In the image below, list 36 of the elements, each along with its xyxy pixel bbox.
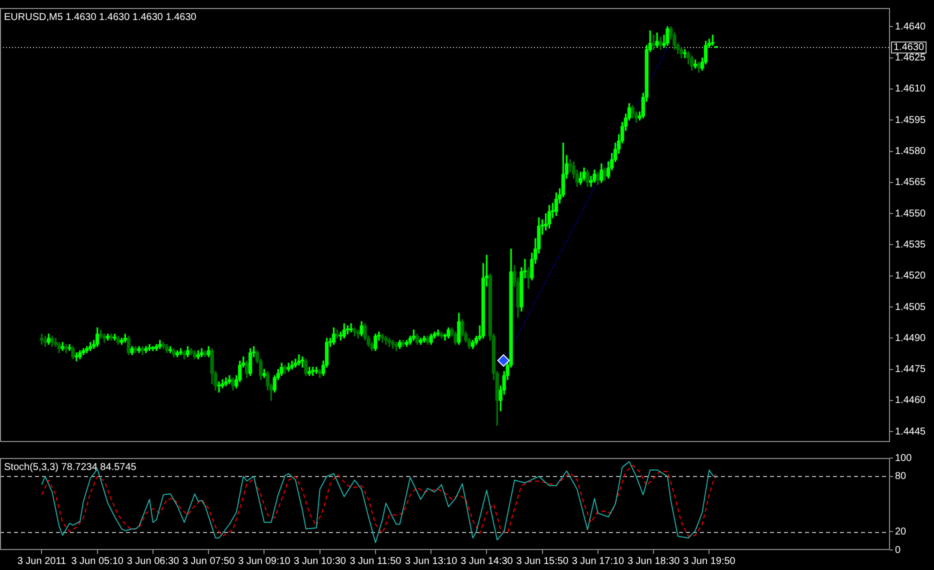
y-tick-label: 20 bbox=[895, 526, 907, 538]
y-tick-label: 1.4595 bbox=[895, 114, 926, 126]
y-tick-label: 1.4490 bbox=[895, 332, 926, 344]
ref-line-label: 1.4630 bbox=[894, 42, 925, 54]
y-tick-label: 1.4535 bbox=[895, 239, 926, 250]
x-tick-label: 3 Jun 18:30 bbox=[627, 556, 680, 567]
x-tick-label: 3 Jun 19:50 bbox=[683, 556, 736, 567]
x-tick-label: 3 Jun 15:50 bbox=[516, 556, 569, 567]
y-tick-label: 1.4640 bbox=[895, 21, 926, 32]
y-tick-label: 1.4610 bbox=[895, 84, 926, 95]
y-tick-label: 0 bbox=[895, 544, 901, 556]
x-tick-label: 3 Jun 14:30 bbox=[460, 556, 514, 567]
x-tick-label: 3 Jun 2011 bbox=[17, 556, 67, 567]
y-tick-label: 1.4505 bbox=[895, 302, 926, 313]
x-tick-label: 3 Jun 13:10 bbox=[404, 556, 458, 567]
y-tick-label: 1.4565 bbox=[895, 177, 926, 188]
x-tick-label: 3 Jun 06:30 bbox=[126, 556, 180, 567]
x-tick-label: 3 Jun 09:10 bbox=[238, 556, 291, 567]
y-tick-label: 1.4520 bbox=[895, 270, 926, 282]
y-tick-label: 1.4550 bbox=[895, 208, 926, 220]
y-tick-label: 1.4445 bbox=[895, 426, 926, 438]
y-tick-label: 1.4475 bbox=[895, 364, 926, 376]
x-tick-label: 3 Jun 11:50 bbox=[350, 556, 402, 567]
chart-title: EURUSD,M5 1.4630 1.4630 1.4630 1.4630 bbox=[4, 12, 197, 23]
y-tick-label: 80 bbox=[895, 471, 907, 482]
x-tick-label: 3 Jun 17:10 bbox=[572, 556, 625, 567]
x-tick-label: 3 Jun 10:30 bbox=[294, 556, 346, 567]
x-tick-label: 3 Jun 05:10 bbox=[71, 556, 124, 567]
y-tick-label: 1.4460 bbox=[895, 395, 926, 406]
candlestick bbox=[217, 381, 221, 392]
x-tick-label: 3 Jun 07:50 bbox=[182, 556, 236, 567]
y-tick-label: 1.4580 bbox=[895, 146, 926, 158]
chart-title: Stoch(5,3,3) 78.7234 84.5745 bbox=[4, 462, 137, 473]
y-tick-label: 1.4625 bbox=[895, 52, 926, 64]
y-tick-label: 100 bbox=[895, 452, 912, 464]
candlestick bbox=[300, 356, 304, 368]
